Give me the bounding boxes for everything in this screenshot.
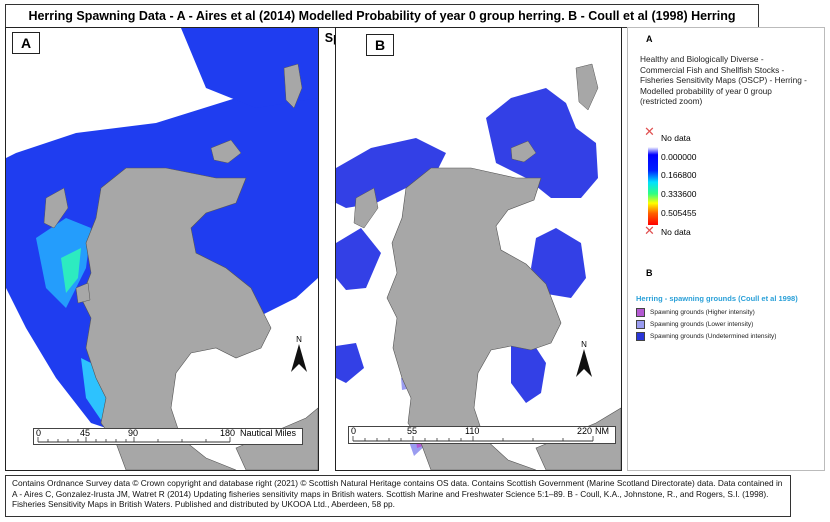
north-arrow-icon bbox=[576, 349, 592, 377]
panel-a-letter: A bbox=[12, 32, 40, 54]
no-data-cross-icon: ✕ bbox=[644, 124, 655, 139]
panel-b-north-label: N bbox=[581, 340, 587, 349]
legend-panel: A Healthy and Biologically Diverse - Com… bbox=[627, 27, 825, 471]
panel-b-scale-tick-0: 0 bbox=[351, 426, 357, 436]
panel-b-land-scotland bbox=[386, 167, 562, 470]
scalebar-ticks bbox=[37, 437, 231, 443]
panel-b-spawn-north bbox=[486, 88, 598, 198]
legend-b-item-higher: Spawning grounds (Higher intensity) bbox=[636, 308, 755, 318]
legend-b-label-lower: Spawning grounds (Lower intensity) bbox=[650, 321, 754, 329]
attribution-footer: Contains Ordnance Survey data © Crown co… bbox=[5, 475, 791, 517]
panel-a-land-scotland bbox=[80, 167, 272, 470]
legend-no-data-bottom: No data bbox=[661, 227, 691, 237]
legend-ramp-label-3: 0.505455 bbox=[661, 208, 697, 218]
panel-b-north-arrow: N bbox=[574, 340, 594, 379]
panel-b-spawn-west bbox=[336, 228, 381, 290]
legend-swatch-higher bbox=[636, 308, 645, 317]
panel-b-spawn-northwest bbox=[336, 138, 446, 208]
panel-a-land-outer-hebrides bbox=[43, 187, 69, 229]
panel-a-north-label: N bbox=[296, 335, 302, 344]
panel-a-scale-tick-90: 90 bbox=[128, 428, 139, 438]
panel-b-scalebar: 0 55 110 220 NM bbox=[348, 426, 616, 444]
panel-a-scale-tick-0: 0 bbox=[36, 428, 42, 438]
legend-a-header: A bbox=[646, 34, 653, 44]
no-data-cross-icon: ✕ bbox=[644, 223, 655, 238]
legend-ramp-label-2: 0.333600 bbox=[661, 189, 697, 199]
panel-a-hotspot-west-inner bbox=[61, 248, 81, 293]
legend-b-label-undetermined: Spawning grounds (Undetermined intensity… bbox=[650, 333, 777, 341]
legend-swatch-lower bbox=[636, 320, 645, 329]
panel-b-spawn-southeast bbox=[511, 340, 546, 403]
map-title: Herring Spawning Data - A - Aires et al … bbox=[5, 4, 759, 45]
legend-b-item-undetermined: Spawning grounds (Undetermined intensity… bbox=[636, 332, 776, 342]
panel-b-land-outer-hebrides bbox=[353, 187, 379, 229]
panel-b-canvas bbox=[336, 63, 621, 470]
panel-a-map: A N 0 45 90 180 Nautical Miles bbox=[5, 27, 319, 471]
panel-b-scale-tick-220: 220 bbox=[577, 426, 593, 436]
panel-a-scale-tick-45: 45 bbox=[80, 428, 91, 438]
legend-b-label-higher: Spawning grounds (Higher intensity) bbox=[650, 309, 755, 317]
legend-b-title: Herring - spawning grounds (Coull et al … bbox=[636, 294, 798, 303]
panel-a-land-orkney bbox=[210, 139, 242, 164]
panel-b-land-shetland bbox=[575, 63, 599, 111]
panel-b-scale-tick-110: 110 bbox=[465, 426, 480, 436]
legend-ramp-label-1: 0.166800 bbox=[661, 170, 697, 180]
panel-b-map: B N 0 55 110 220 NM bbox=[335, 27, 622, 471]
panel-b-scale-tick-55: 55 bbox=[407, 426, 418, 436]
scalebar-ticks bbox=[352, 436, 594, 442]
legend-ramp-label-0: 0.000000 bbox=[661, 152, 697, 162]
north-arrow-icon bbox=[291, 344, 307, 372]
panel-a-scalebar: 0 45 90 180 Nautical Miles bbox=[33, 428, 303, 445]
panel-b-scale-unit: NM bbox=[595, 426, 609, 436]
panel-a-canvas bbox=[6, 28, 318, 470]
probability-color-ramp bbox=[648, 147, 658, 225]
panel-a-land-inner-isle bbox=[75, 282, 91, 304]
panel-b-land-orkney bbox=[510, 140, 537, 163]
legend-no-data-top: No data bbox=[661, 133, 691, 143]
panel-a-north-arrow: N bbox=[289, 335, 309, 374]
panel-b-spawn-east bbox=[531, 228, 586, 298]
legend-b-header: B bbox=[646, 268, 653, 278]
panel-a-land-shetland bbox=[283, 63, 303, 109]
legend-b-item-lower: Spawning grounds (Lower intensity) bbox=[636, 320, 753, 330]
panel-a-sea-upper bbox=[181, 28, 318, 108]
panel-b-spawn-west-south bbox=[336, 343, 364, 383]
panel-a-scale-unit: Nautical Miles bbox=[240, 428, 297, 438]
legend-swatch-undetermined bbox=[636, 332, 645, 341]
legend-a-description: Healthy and Biologically Diverse - Comme… bbox=[640, 54, 807, 107]
panel-a-scale-tick-180: 180 bbox=[220, 428, 236, 438]
panel-b-letter: B bbox=[366, 34, 394, 56]
